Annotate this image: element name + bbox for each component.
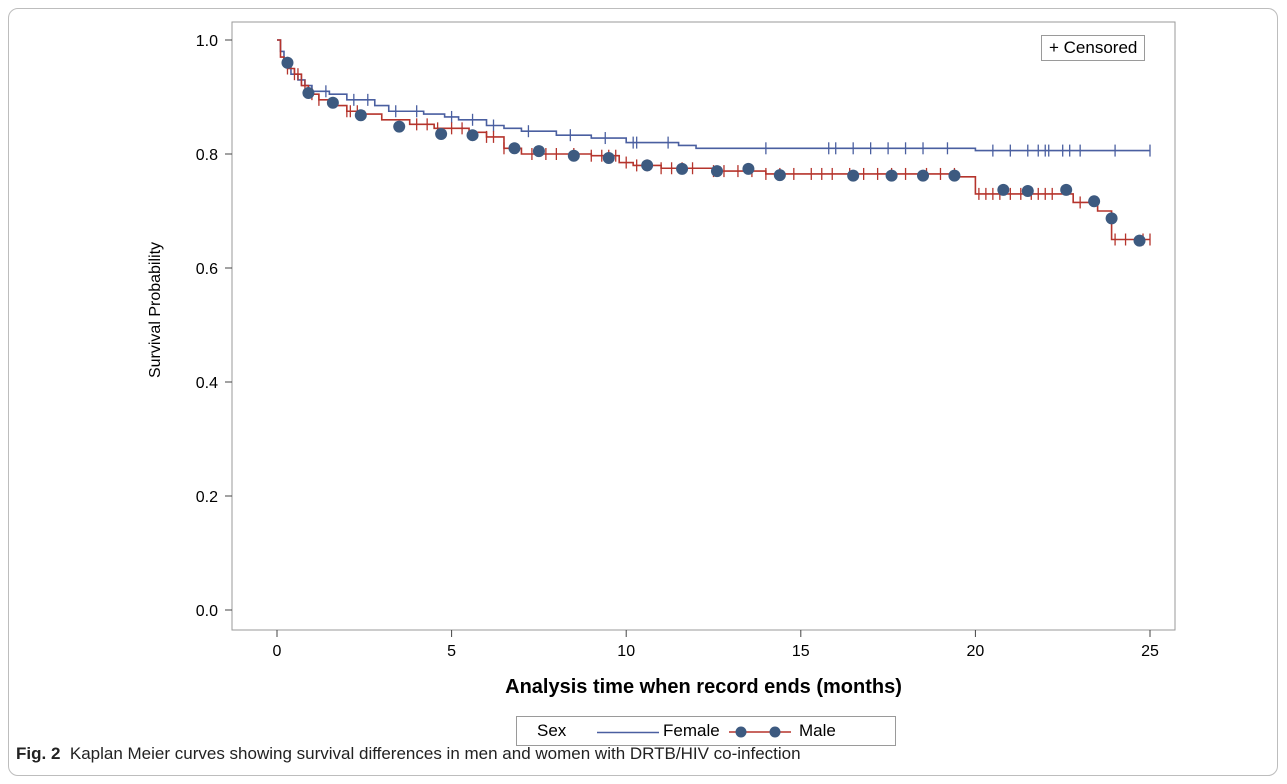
y-tick-label: 0.2 — [196, 489, 218, 506]
male-marker-point — [567, 149, 580, 162]
series-legend: Sex Female Male — [516, 716, 896, 746]
plot-area — [231, 21, 1176, 631]
male-marker-point — [532, 145, 545, 158]
male-marker-point — [710, 165, 723, 178]
male-marker-point — [1133, 234, 1146, 247]
figure-frame — [8, 8, 1278, 776]
male-marker-point — [302, 87, 315, 100]
figure-caption: Fig. 2 Kaplan Meier curves showing survi… — [16, 744, 801, 764]
male-marker-point — [393, 120, 406, 133]
male-marker-point — [602, 151, 615, 164]
x-tick-label: 25 — [1141, 643, 1159, 660]
male-marker-point — [885, 169, 898, 182]
legend-female-label: Female — [663, 721, 720, 740]
caption-label: Fig. 2 — [16, 744, 61, 763]
male-survival-curve — [277, 39, 1150, 241]
male-marker-point — [1021, 185, 1034, 198]
caption-text: Kaplan Meier curves showing survival dif… — [69, 744, 801, 763]
x-axis-label: Analysis time when record ends (months) — [505, 676, 902, 698]
male-marker-point — [773, 169, 786, 182]
legend-male-label: Male — [799, 721, 836, 740]
y-axis-label: Survival Probability — [147, 242, 164, 378]
male-marker-point — [281, 56, 294, 69]
male-marker-point — [326, 96, 339, 109]
x-tick-label: 0 — [273, 643, 282, 660]
y-tick-label: 1.0 — [196, 33, 218, 50]
legend-title: Sex — [537, 721, 567, 740]
x-tick-label: 10 — [617, 643, 635, 660]
male-marker-point — [997, 183, 1010, 196]
x-tick-label: 5 — [447, 643, 456, 660]
legend-female-swatch — [597, 731, 659, 734]
male-marker-point — [948, 169, 961, 182]
male-marker-point — [917, 169, 930, 182]
y-tick-label: 0.0 — [196, 603, 218, 620]
male-marker-point — [508, 142, 521, 155]
male-marker-point — [676, 162, 689, 175]
male-marker-point — [435, 128, 448, 141]
legend-male-swatch — [729, 726, 791, 738]
male-marker-point — [641, 159, 654, 172]
y-tick-label: 0.4 — [196, 375, 218, 392]
male-marker-point — [1060, 183, 1073, 196]
x-tick-label: 20 — [967, 643, 985, 660]
male-marker-point — [1088, 195, 1101, 208]
female-survival-curve — [277, 39, 1150, 152]
male-marker-point — [354, 109, 367, 122]
male-marker-point — [466, 129, 479, 142]
censored-legend: + Censored — [1041, 35, 1146, 61]
x-tick-label: 15 — [792, 643, 810, 660]
y-tick-label: 0.6 — [196, 261, 218, 278]
male-marker-point — [742, 162, 755, 175]
y-tick-label: 0.8 — [196, 147, 218, 164]
male-marker-point — [1105, 212, 1118, 225]
male-marker-point — [847, 169, 860, 182]
